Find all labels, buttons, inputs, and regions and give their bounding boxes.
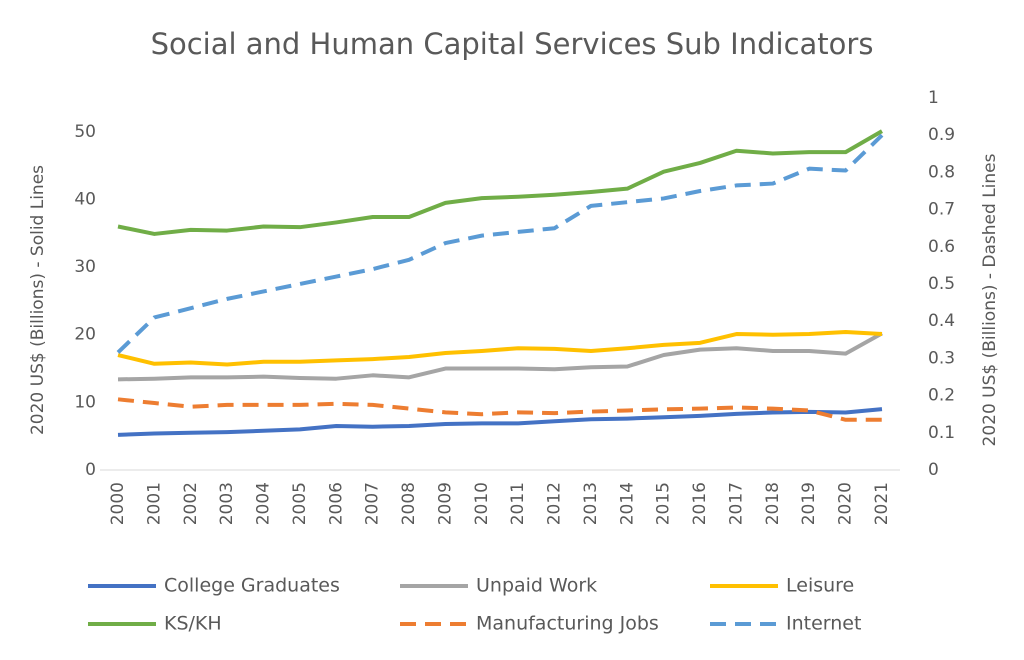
- data-line: [117, 397, 882, 422]
- x-tick-label: 2019: [799, 482, 819, 525]
- y2-tick-label: 0.2: [928, 386, 955, 406]
- x-tick-label: 2009: [435, 482, 455, 525]
- x-tick-label: 2006: [326, 482, 346, 525]
- y2-axis-title: 2020 US$ (Billions) - Dashed Lines: [980, 153, 1000, 446]
- y-axis-title: 2020 US$ (Billions) - Solid Lines: [28, 165, 48, 435]
- x-tick-label: 2011: [508, 482, 528, 525]
- y-tick-label: 50: [74, 122, 96, 142]
- y2-tick-label: 0: [928, 460, 939, 480]
- x-tick-label: 2004: [254, 482, 274, 525]
- y-tick-label: 40: [74, 189, 96, 209]
- y-tick-label: 0: [85, 460, 96, 480]
- data-line: [117, 331, 883, 382]
- x-tick-label: 2015: [654, 482, 674, 525]
- x-tick-label: 2007: [363, 482, 383, 525]
- data-line: [117, 330, 883, 367]
- legend-label: KS/KH: [164, 613, 222, 635]
- x-tick-label: 2016: [690, 482, 710, 525]
- x-tick-label: 2002: [181, 482, 201, 525]
- x-tick-label: 2021: [872, 482, 892, 525]
- chart-title: Social and Human Capital Services Sub In…: [151, 27, 874, 61]
- y2-tick-label: 1: [928, 88, 939, 108]
- data-line: [116, 133, 884, 354]
- y2-tick-label: 0.4: [928, 311, 955, 331]
- x-tick-label: 2020: [836, 482, 856, 525]
- y-tick-label: 30: [74, 257, 96, 277]
- y2-tick-label: 0.1: [928, 423, 955, 443]
- y2-tick-label: 0.5: [928, 274, 955, 294]
- x-tick-label: 2003: [217, 482, 237, 525]
- x-tick-label: 2010: [472, 482, 492, 525]
- x-tick-label: 2014: [617, 482, 637, 525]
- y2-tick-label: 0.6: [928, 237, 955, 257]
- x-tick-label: 2012: [545, 482, 565, 525]
- data-line: [117, 407, 883, 437]
- x-tick-label: 2005: [290, 482, 310, 525]
- y2-tick-label: 0.7: [928, 200, 955, 220]
- y-tick-label: 20: [74, 325, 96, 345]
- legend-label: Internet: [786, 613, 861, 635]
- data-line: [117, 129, 883, 236]
- y2-tick-label: 0.8: [928, 162, 955, 182]
- legend-label: Unpaid Work: [476, 575, 597, 597]
- x-tick-label: 2008: [399, 482, 419, 525]
- y2-tick-label: 0.3: [928, 348, 955, 368]
- x-tick-label: 2013: [581, 482, 601, 525]
- legend-label: College Graduates: [164, 575, 340, 597]
- legend-label: Leisure: [786, 575, 854, 597]
- y2-tick-label: 0.9: [928, 125, 955, 145]
- x-tick-label: 2001: [144, 482, 164, 525]
- y-tick-label: 10: [74, 392, 96, 412]
- x-tick-label: 2000: [108, 482, 128, 525]
- legend-label: Manufacturing Jobs: [476, 613, 659, 635]
- x-tick-label: 2018: [763, 482, 783, 525]
- x-tick-label: 2017: [726, 482, 746, 525]
